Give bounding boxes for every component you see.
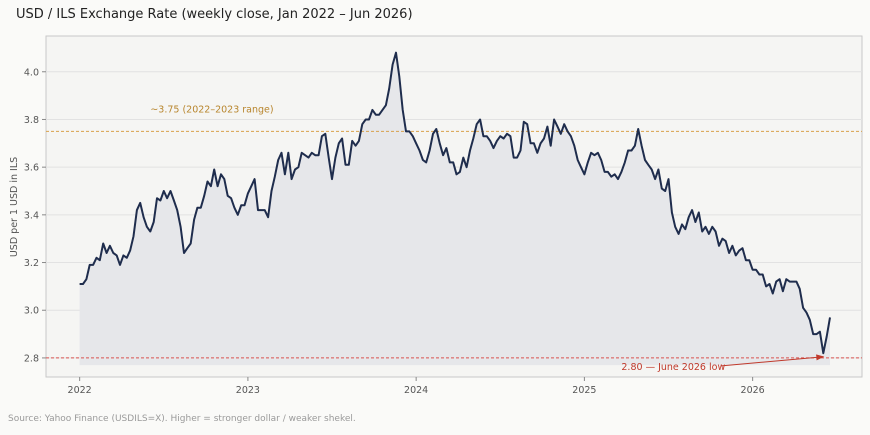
rate-area-fill bbox=[79, 52, 831, 366]
y-tick-label: 3.0 bbox=[24, 306, 39, 317]
x-tick-label: 2022 bbox=[68, 385, 92, 396]
low-annotation-arrow bbox=[721, 354, 825, 367]
y-tick-label: 3.8 bbox=[24, 115, 39, 126]
y-tick-label: 3.6 bbox=[24, 163, 39, 174]
x-axis-ticks: 2022 2023 2024 2025 2026 bbox=[68, 377, 765, 396]
y-tick-label: 4.0 bbox=[24, 67, 39, 78]
reference-lines bbox=[46, 130, 862, 359]
y-axis-label: USD per 1 USD in ILS bbox=[9, 157, 20, 257]
y-tick-label: 2.8 bbox=[24, 353, 39, 364]
source-note: Source: Yahoo Finance (USDILS=X). Higher… bbox=[8, 414, 356, 424]
y-tick-label: 3.2 bbox=[24, 258, 39, 269]
range-annotation: ~3.75 (2022–2023 range) bbox=[150, 104, 273, 115]
rate-line bbox=[79, 51, 831, 355]
chart-title: USD / ILS Exchange Rate (weekly close, J… bbox=[16, 7, 413, 22]
y-axis-ticks: 2.8 3.0 3.2 3.4 3.6 3.8 4.0 bbox=[24, 67, 46, 364]
low-annotation: 2.80 — June 2026 low bbox=[621, 362, 725, 373]
x-tick-label: 2025 bbox=[572, 385, 596, 396]
x-tick-label: 2024 bbox=[404, 385, 428, 396]
y-tick-label: 3.4 bbox=[24, 210, 39, 221]
x-tick-label: 2026 bbox=[741, 385, 765, 396]
x-tick-label: 2023 bbox=[236, 385, 260, 396]
annotations: ~3.75 (2022–2023 range) 2.80 — June 2026 … bbox=[150, 104, 825, 373]
